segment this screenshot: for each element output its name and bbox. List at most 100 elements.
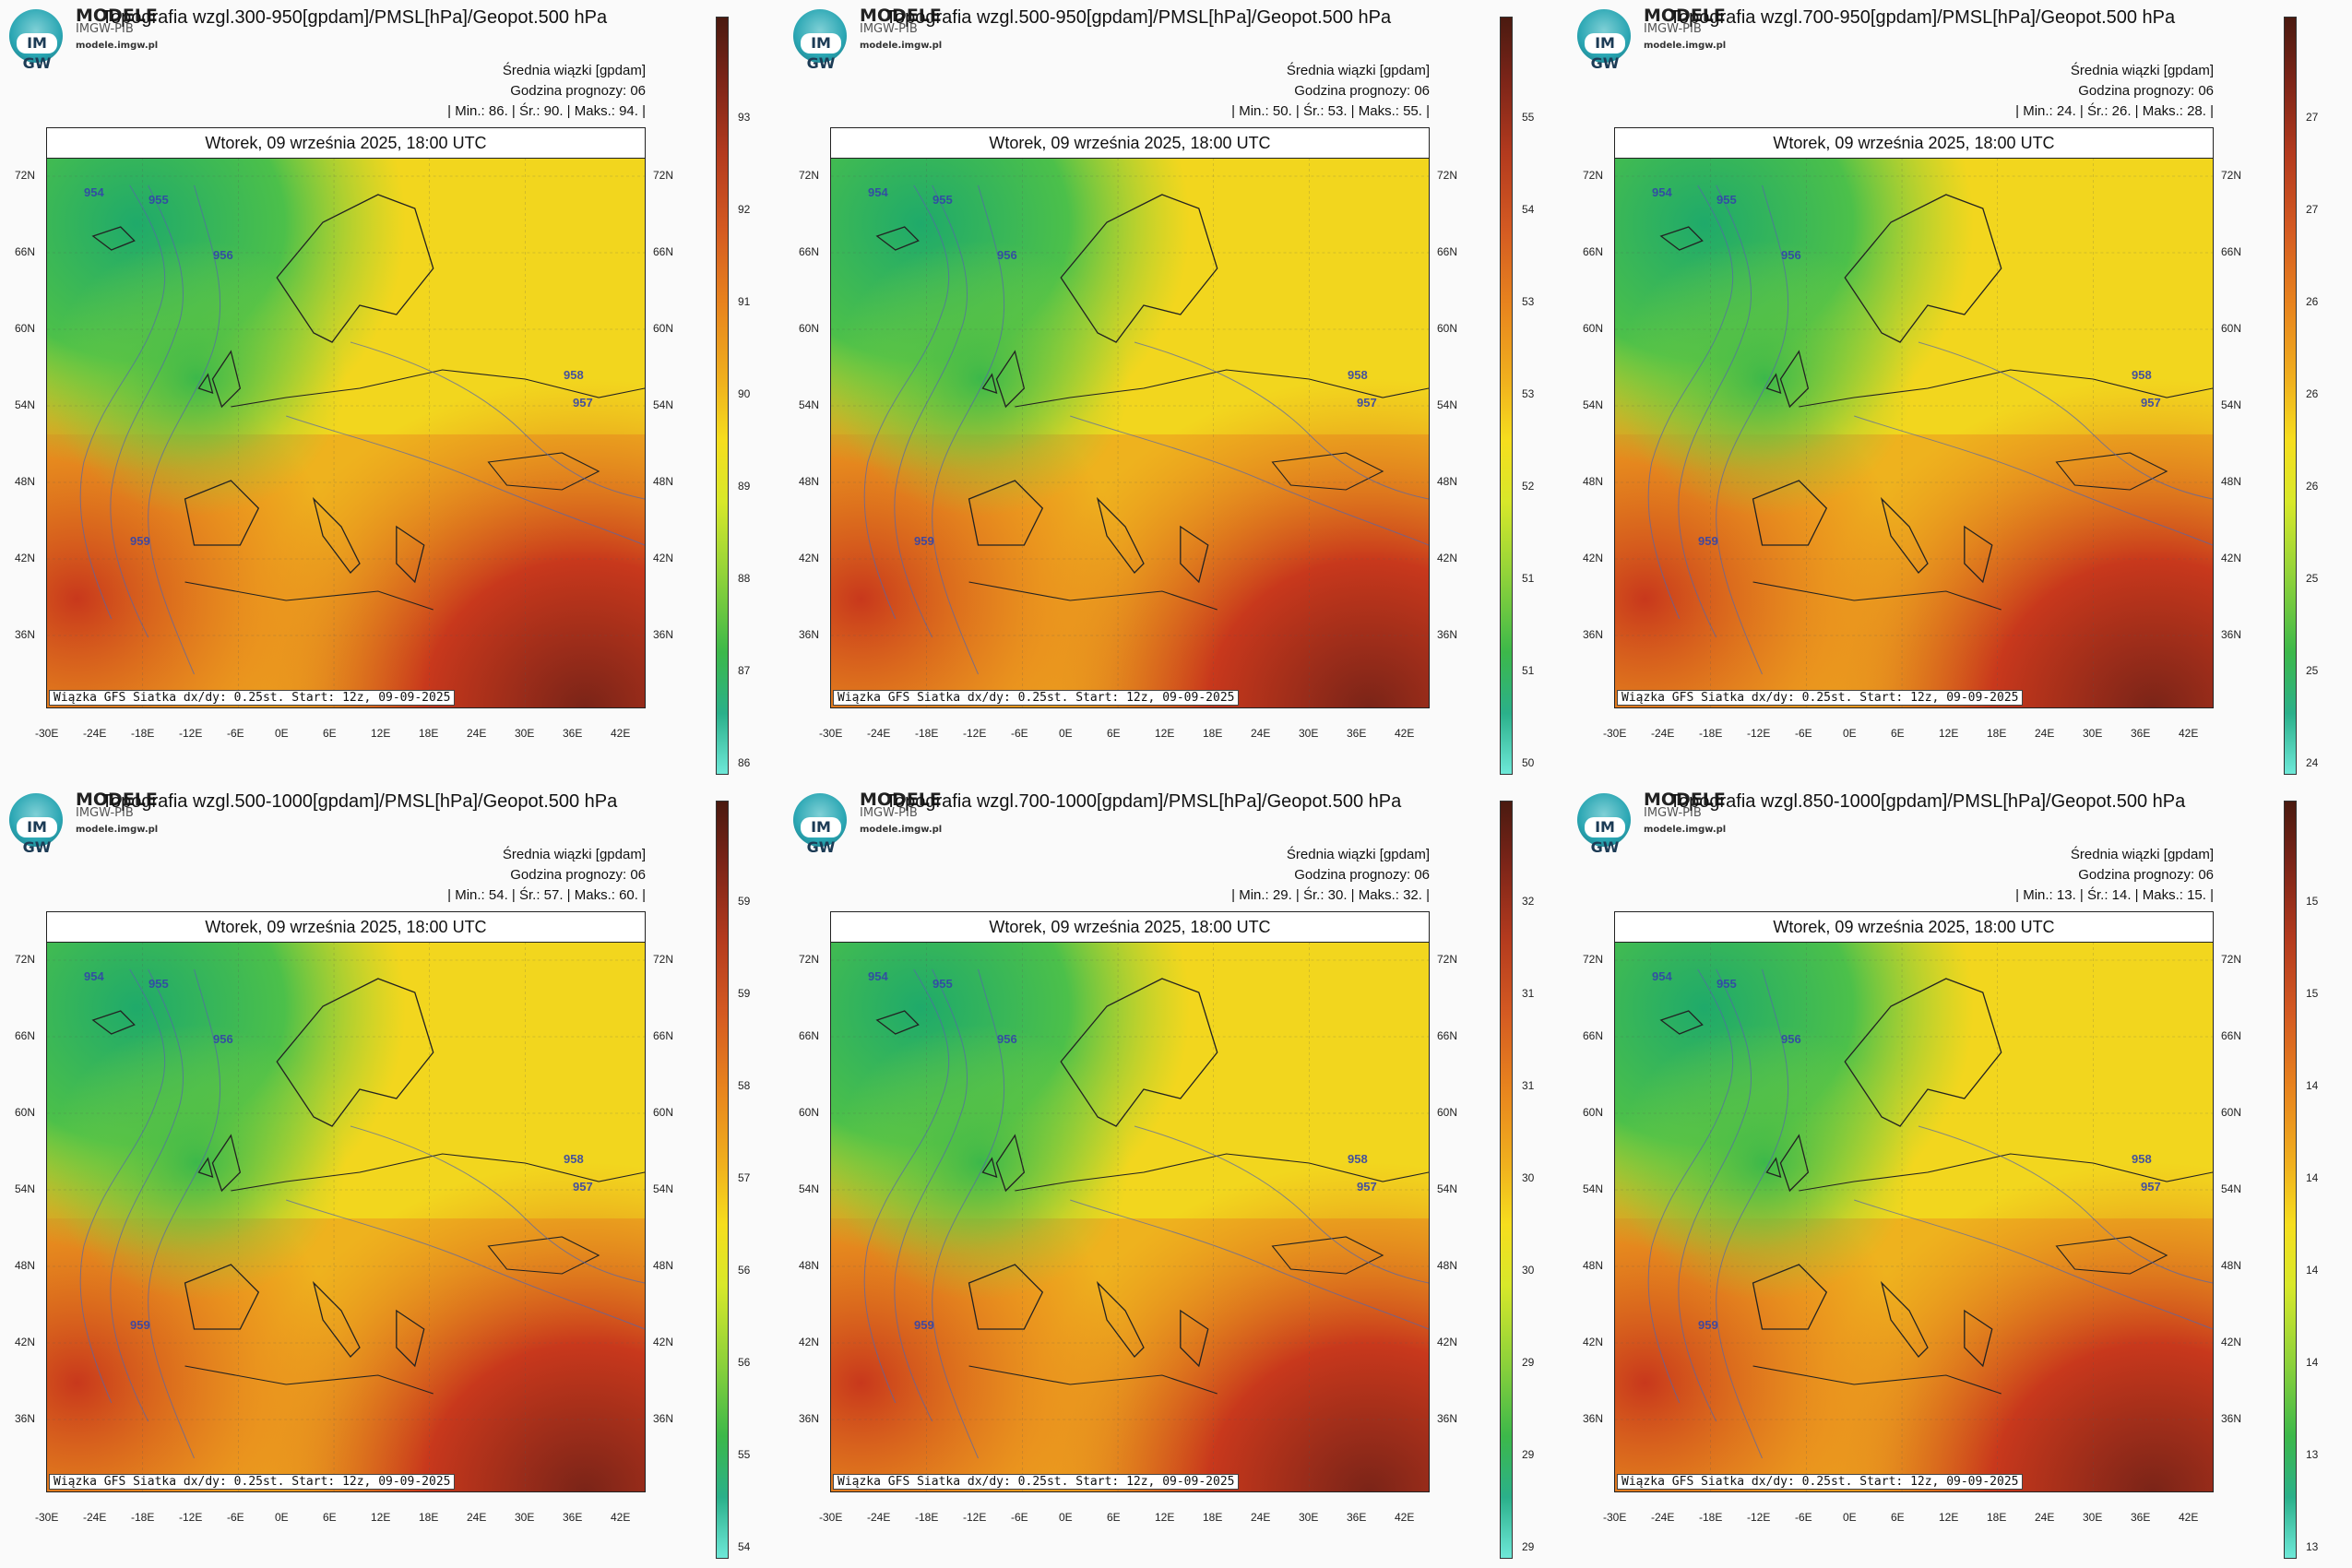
imgw-logo-badge: IM GW — [801, 33, 841, 72]
latitude-label: 54N — [653, 1182, 674, 1195]
color-scale-tick: 32 — [1522, 895, 1535, 908]
latitude-label: 66N — [2221, 1029, 2242, 1042]
color-scale-tick: 50 — [1522, 756, 1535, 769]
isobar-label: 954 — [868, 969, 888, 983]
color-scale-tick: 29 — [1522, 1448, 1535, 1461]
longitude-label: 42E — [611, 1511, 631, 1524]
isobar-label: 956 — [1781, 1032, 1801, 1046]
model-footer: Wiązka GFS Siatka dx/dy: 0.25st. Start: … — [833, 1474, 1240, 1490]
brand-name: MODELE — [76, 790, 158, 810]
latitude-label: 42N — [653, 552, 674, 564]
longitude-label: 12E — [1155, 1511, 1175, 1524]
map-area: Wtorek, 09 września 2025, 18:00 UTC — [1614, 911, 2214, 1492]
latitude-label: 42N — [1583, 1336, 1604, 1348]
latitude-label: 42N — [2221, 552, 2242, 564]
info-stats: | Min.: 13. | Śr.: 14. | Maks.: 15. | — [2015, 887, 2214, 903]
latitude-label: 54N — [653, 398, 674, 411]
color-scale-bar — [2284, 801, 2297, 1559]
latitude-label: 54N — [1583, 398, 1604, 411]
longitude-label: -30E — [35, 1511, 59, 1524]
isobar-label: 955 — [1716, 193, 1737, 207]
info-forecast-hour: Godzina prognozy: 06 — [1294, 83, 1430, 99]
isobar-label: 956 — [213, 248, 233, 262]
longitude-label: 30E — [1299, 1511, 1319, 1524]
latitude-label: 60N — [1437, 1106, 1458, 1119]
longitude-label: -24E — [1651, 1511, 1675, 1524]
longitude-label: 18E — [419, 727, 439, 740]
isobar-label: 958 — [564, 1152, 584, 1166]
longitude-label: 18E — [1203, 727, 1223, 740]
longitude-label: -30E — [1603, 727, 1627, 740]
color-scale-tick: 57 — [738, 1171, 751, 1184]
longitude-label: -6E — [1795, 1511, 1812, 1524]
color-scale-tick: 55 — [1522, 111, 1535, 124]
latitude-label: 60N — [15, 322, 36, 335]
color-scale-tick: 59 — [738, 895, 751, 908]
longitude-label: 6E — [1891, 1511, 1905, 1524]
longitude-label: -6E — [1795, 727, 1812, 740]
brand-site: modele.imgw.pl — [1644, 825, 1727, 835]
isobar-label: 955 — [932, 977, 953, 991]
isobar-label: 954 — [1652, 969, 1672, 983]
brand-institute: IMGW-PIB — [1644, 22, 1702, 36]
temperature-field — [47, 942, 645, 1491]
longitude-label: -30E — [1603, 1511, 1627, 1524]
panel-title: Topografia wzgl.500-1000[gpdam]/PMSL[hPa… — [101, 791, 618, 812]
forecast-panel-1: IM GW MODELE IMGW-PIB modele.imgw.pl Top… — [0, 0, 784, 784]
latitude-label: 54N — [2221, 1182, 2242, 1195]
latitude-label: 72N — [799, 169, 820, 182]
isobar-label: 956 — [213, 1032, 233, 1046]
latitude-label: 60N — [1437, 322, 1458, 335]
latitude-label: 36N — [15, 1412, 36, 1425]
longitude-label: 24E — [1251, 1511, 1271, 1524]
panel-title: Topografia wzgl.700-950[gpdam]/PMSL[hPa]… — [1669, 7, 2176, 28]
longitude-label: 30E — [2083, 1511, 2103, 1524]
brand-site: modele.imgw.pl — [76, 825, 159, 835]
panel-title: Topografia wzgl.300-950[gpdam]/PMSL[hPa]… — [101, 7, 608, 28]
color-scale-tick: 15 — [2306, 895, 2319, 908]
temperature-field — [831, 942, 1429, 1491]
longitude-label: -12E — [1747, 1511, 1771, 1524]
info-stats: | Min.: 86. | Śr.: 90. | Maks.: 94. | — [447, 103, 646, 119]
longitude-label: 18E — [1987, 727, 2007, 740]
forecast-panel-6: IM GW MODELE IMGW-PIB modele.imgw.pl Top… — [1568, 784, 2352, 1568]
latitude-label: 36N — [2221, 1412, 2242, 1425]
color-scale-tick: 26 — [2306, 387, 2319, 400]
color-scale-tick: 88 — [738, 572, 751, 585]
info-stats: | Min.: 29. | Śr.: 30. | Maks.: 32. | — [1231, 887, 1430, 903]
color-scale-tick: 53 — [1522, 387, 1535, 400]
longitude-label: 18E — [1987, 1511, 2007, 1524]
longitude-label: -24E — [83, 727, 107, 740]
latitude-label: 48N — [653, 1259, 674, 1272]
info-forecast-hour: Godzina prognozy: 06 — [1294, 867, 1430, 883]
color-scale-tick: 56 — [738, 1356, 751, 1369]
latitude-label: 48N — [2221, 475, 2242, 488]
latitude-label: 54N — [2221, 398, 2242, 411]
longitude-label: -6E — [227, 1511, 244, 1524]
latitude-label: 60N — [1583, 322, 1604, 335]
latitude-label: 36N — [653, 1412, 674, 1425]
color-scale-bar — [1500, 17, 1513, 775]
longitude-label: -18E — [1699, 1511, 1723, 1524]
longitude-label: 24E — [1251, 727, 1271, 740]
latitude-label: 72N — [799, 953, 820, 966]
longitude-label: 6E — [323, 727, 337, 740]
longitude-label: 36E — [563, 1511, 583, 1524]
longitude-label: 6E — [1107, 1511, 1121, 1524]
info-forecast-hour: Godzina prognozy: 06 — [2078, 83, 2214, 99]
color-scale-tick: 31 — [1522, 1079, 1535, 1092]
valid-date: Wtorek, 09 września 2025, 18:00 UTC — [47, 128, 645, 159]
isobar-label: 956 — [997, 248, 1017, 262]
latitude-label: 42N — [799, 1336, 820, 1348]
longitude-label: 0E — [1843, 1511, 1857, 1524]
latitude-label: 42N — [1583, 552, 1604, 564]
longitude-label: 6E — [1107, 727, 1121, 740]
latitude-label: 66N — [2221, 245, 2242, 258]
isobar-label: 955 — [148, 977, 169, 991]
latitude-label: 60N — [653, 1106, 674, 1119]
brand-name: MODELE — [860, 790, 942, 810]
isobar-label: 958 — [2132, 368, 2152, 382]
latitude-label: 66N — [1437, 245, 1458, 258]
info-forecast-hour: Godzina prognozy: 06 — [2078, 867, 2214, 883]
latitude-label: 66N — [1583, 1029, 1604, 1042]
